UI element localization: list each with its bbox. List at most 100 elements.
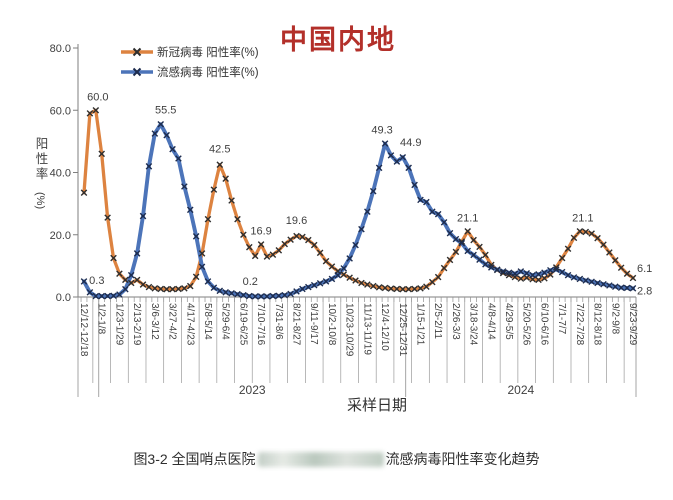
x-tick-label: 7/10-7/16 [255, 303, 266, 346]
x-marker [310, 281, 318, 289]
x-marker [452, 235, 460, 243]
x-marker [464, 247, 471, 255]
x-marker [145, 162, 153, 170]
x-marker [163, 285, 170, 293]
x-marker [293, 232, 300, 240]
y-axis-title-char: 率 [36, 166, 49, 181]
x-marker [98, 150, 106, 158]
x-marker [611, 256, 619, 264]
x-marker [122, 276, 129, 284]
x-tick-label: 7/1-7/7 [556, 303, 567, 335]
x-marker [375, 164, 383, 172]
x-marker [127, 271, 135, 279]
x-marker [411, 181, 418, 189]
x-marker [287, 290, 294, 298]
x-tick-label: 5/20-5/26 [521, 303, 532, 346]
data-point-label: 16.9 [250, 225, 271, 237]
x-marker [576, 275, 584, 283]
x-tick-label: 8/12-8/18 [592, 303, 603, 346]
flu-series-line [82, 122, 635, 299]
x-marker [281, 240, 288, 248]
y-tick-label: 60.0 [50, 105, 71, 117]
x-marker [606, 249, 613, 256]
x-marker [151, 130, 159, 137]
x-marker [369, 187, 377, 195]
x-marker [434, 273, 442, 281]
legend-x-marker [132, 47, 142, 57]
x-marker [346, 255, 353, 262]
x-marker [257, 293, 265, 300]
x-marker [198, 250, 206, 257]
x-marker [157, 120, 165, 128]
x-marker [305, 283, 312, 291]
x-marker [499, 269, 507, 277]
x-marker [269, 251, 277, 258]
x-marker [192, 233, 200, 240]
x-tick-label: 2/26-3/3 [450, 303, 461, 340]
x-tick-label: 11/13-11/19 [361, 303, 372, 355]
x-marker [493, 266, 501, 273]
x-marker [558, 254, 566, 262]
x-tick-label: 3/18-3/24 [468, 303, 479, 346]
data-point-label: 21.1 [457, 212, 478, 224]
x-marker [606, 282, 613, 289]
data-point-labels: 60.0 0.3 55.5 42.5 0.2 16.9 19.6 49.3 44.9 21.1 21… [87, 91, 652, 297]
x-marker [482, 251, 489, 259]
x-marker [346, 274, 353, 281]
x-marker [86, 289, 94, 296]
x-marker [617, 284, 625, 291]
x-marker [293, 288, 300, 295]
x-tick-label: 6/10-6/16 [538, 303, 549, 346]
x-marker [352, 241, 359, 249]
data-point-label: 55.5 [155, 104, 176, 116]
year-label: 2024 [508, 383, 535, 397]
x-marker [251, 293, 259, 300]
x-marker [364, 281, 371, 288]
x-marker [588, 230, 595, 237]
x-tick-label: 9/23-9/29 [627, 303, 638, 346]
y-tick-label: 20.0 [50, 230, 71, 242]
y-tick-label: 0.0 [56, 292, 71, 304]
x-marker [541, 269, 548, 277]
x-marker [381, 140, 389, 147]
x-marker [428, 278, 436, 286]
x-marker [216, 161, 224, 169]
legend-item: 流感病毒 阳性率(%) [121, 65, 259, 79]
x-marker [328, 263, 336, 270]
x-marker [499, 268, 507, 275]
x-marker [564, 271, 572, 279]
x-marker [80, 278, 88, 285]
x-marker [122, 285, 129, 293]
x-marker [570, 234, 578, 242]
x-marker [151, 284, 159, 292]
x-marker [222, 175, 229, 183]
year-band: 2023 2024 [77, 297, 637, 397]
x-tick-label: 2/13-2/19 [131, 303, 142, 346]
x-tick-label: 5/8-5/14 [202, 303, 213, 340]
x-marker [393, 158, 401, 165]
x-marker [139, 281, 147, 288]
x-marker [369, 282, 377, 290]
x-marker [234, 290, 241, 298]
x-marker [299, 233, 306, 241]
legend-label: 流感病毒 阳性率(%) [157, 65, 259, 79]
x-tick-labels: 12/12-12/18 1/2-1/8 1/23-1/29 2/13-2/19 3/6-… [78, 303, 638, 357]
x-marker [405, 164, 412, 172]
x-marker [257, 241, 265, 248]
x-marker [192, 273, 200, 281]
x-marker [600, 280, 607, 288]
x-marker [411, 285, 418, 293]
x-tick-label: 4/8-4/14 [485, 303, 496, 340]
x-marker [470, 251, 477, 259]
x-marker [393, 285, 401, 293]
x-tick-label: 5/29-6/4 [220, 303, 231, 340]
x-marker [476, 256, 483, 263]
x-marker [535, 270, 542, 278]
x-marker [488, 261, 495, 269]
x-marker [340, 271, 348, 278]
x-marker [163, 131, 170, 139]
caption-prefix: 图3-2 全国哨点医院 [133, 451, 256, 467]
x-marker [446, 229, 454, 237]
x-marker [387, 285, 395, 292]
data-point-label: 60.0 [87, 91, 108, 103]
